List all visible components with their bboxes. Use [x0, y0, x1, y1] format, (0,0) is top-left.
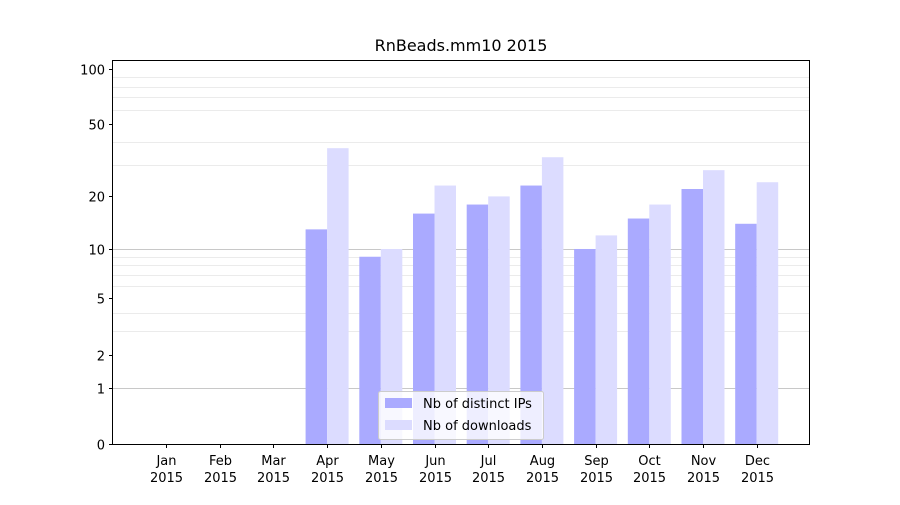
- bar-distinct-ips: [735, 223, 757, 444]
- x-tick-label-month: Jun: [424, 454, 445, 469]
- bar-downloads: [434, 185, 456, 444]
- x-tick-label-month: May: [368, 454, 395, 469]
- y-tick-label: 20: [88, 191, 105, 206]
- x-tick-label-year: 2015: [257, 471, 290, 486]
- bar-downloads: [703, 170, 725, 444]
- legend-box: [378, 391, 544, 440]
- bar-downloads: [595, 235, 618, 444]
- x-tick-label-year: 2015: [365, 471, 398, 486]
- x-tick-label-year: 2015: [687, 471, 720, 486]
- bar-distinct-ips: [574, 248, 596, 444]
- bar-distinct-ips: [681, 189, 703, 444]
- x-tick-label-year: 2015: [150, 471, 183, 486]
- x-tick-label-year: 2015: [311, 471, 344, 486]
- x-tick-label-year: 2015: [204, 471, 237, 486]
- x-tick-label-month: Mar: [261, 454, 286, 469]
- plot-frame: [112, 60, 810, 445]
- bar-distinct-ips: [359, 256, 381, 444]
- bar-downloads: [327, 148, 349, 444]
- legend-swatch-distinct-ips: [385, 398, 412, 408]
- x-tick-label-year: 2015: [419, 471, 452, 486]
- x-tick-label-year: 2015: [580, 471, 613, 486]
- x-tick-label-month: Aug: [530, 454, 555, 469]
- x-tick-label-year: 2015: [741, 471, 774, 486]
- bar-downloads: [488, 196, 510, 444]
- x-tick-label-month: Nov: [691, 454, 717, 469]
- y-tick-label: 2: [97, 350, 105, 365]
- chart-title: RnBeads.mm10 2015: [375, 36, 548, 55]
- x-tick-label-month: Oct: [638, 454, 660, 469]
- ticks-layer: 0 1 2 5 10 20 50 100 Jan 2015 Feb 2015 Mar 2015 Apr 201…: [80, 64, 774, 487]
- bar-downloads: [756, 182, 779, 444]
- y-tick-label: 5: [97, 293, 105, 308]
- bar-distinct-ips: [413, 213, 435, 444]
- x-tick-label-month: Jan: [155, 454, 176, 469]
- bar-distinct-ips: [520, 185, 542, 444]
- x-tick-label-month: Sep: [584, 454, 609, 469]
- bar-downloads: [541, 157, 564, 444]
- x-tick-label-year: 2015: [633, 471, 666, 486]
- x-tick-label-month: Dec: [745, 454, 770, 469]
- x-tick-label-year: 2015: [526, 471, 559, 486]
- y-tick-label: 50: [88, 119, 105, 134]
- bar-distinct-ips: [627, 218, 650, 444]
- bar-distinct-ips: [466, 204, 489, 444]
- legend-label-distinct-ips: Nb of distinct IPs: [423, 397, 532, 412]
- x-tick-label-month: Feb: [209, 454, 232, 469]
- bar-distinct-ips: [305, 229, 328, 444]
- y-tick-label: 10: [88, 244, 105, 259]
- bars-layer: [305, 148, 779, 444]
- legend-swatch-downloads: [385, 420, 412, 430]
- y-tick-label: 1: [97, 383, 105, 398]
- y-tick-label: 100: [80, 64, 105, 79]
- legend-label-downloads: Nb of downloads: [423, 419, 532, 434]
- bar-downloads: [649, 204, 671, 444]
- x-tick-label-month: Jul: [480, 454, 497, 469]
- y-tick-label: 0: [97, 439, 105, 454]
- legend: Nb of distinct IPs Nb of downloads: [378, 391, 544, 440]
- x-tick-label-year: 2015: [472, 471, 505, 486]
- x-tick-label-month: Apr: [316, 454, 339, 469]
